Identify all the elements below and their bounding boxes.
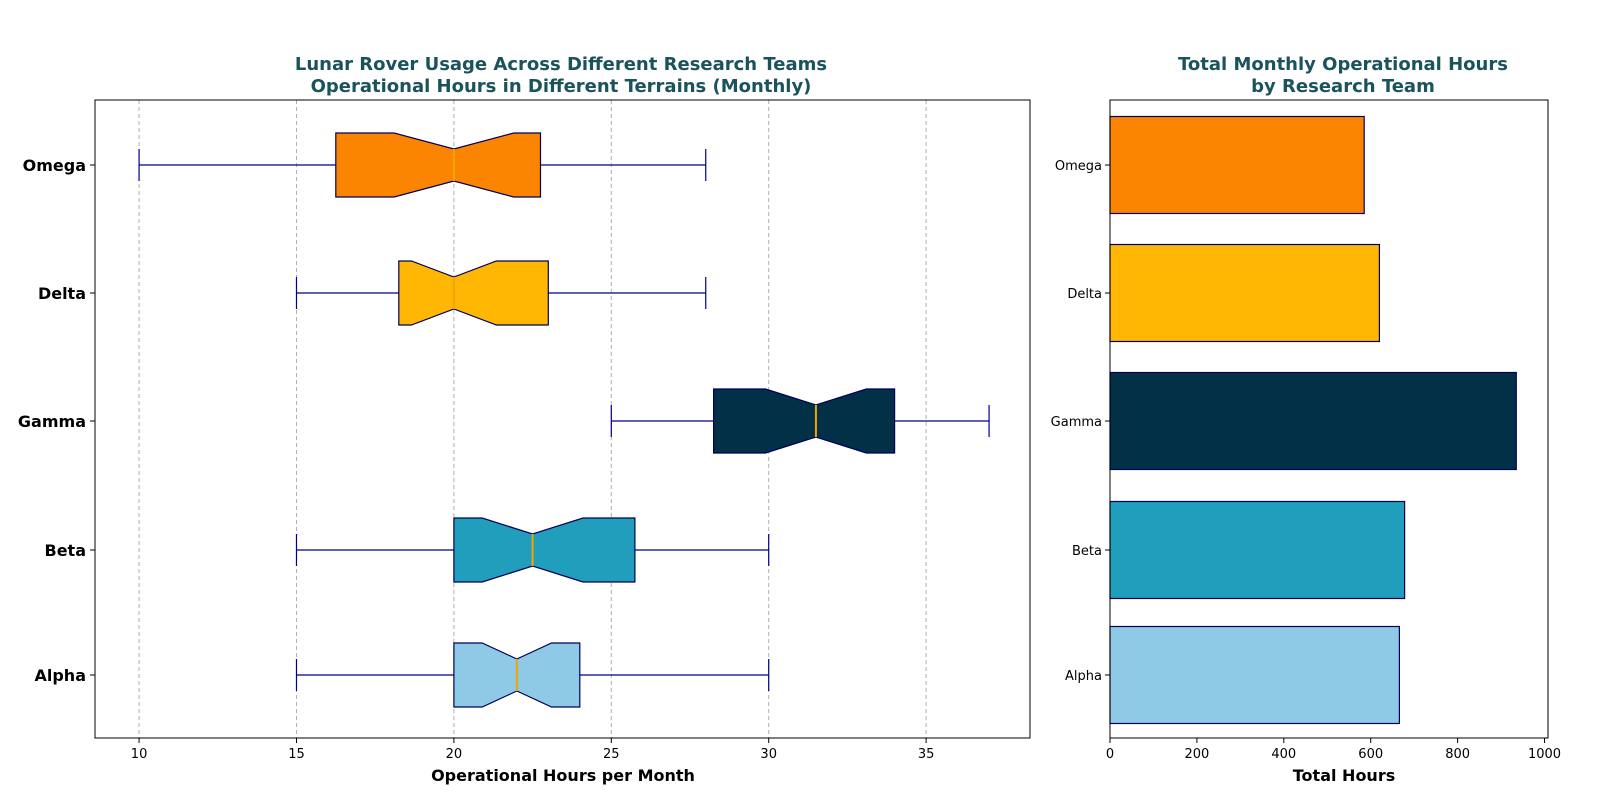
bar-y-tick-label-delta: Delta (1067, 287, 1102, 302)
boxplot-x-tick-label-35: 35 (918, 747, 935, 762)
bar-x-tick-label-200: 200 (1184, 747, 1209, 762)
box-gamma (610, 388, 990, 454)
bar-x-tick-label-400: 400 (1271, 747, 1296, 762)
bar-x-tick-label-1000: 1000 (1528, 747, 1561, 762)
bar-omega (1109, 115, 1365, 215)
bar-y-tick-label-alpha: Alpha (1065, 669, 1102, 684)
boxplot-y-ticks: Alpha Beta Gamma Delta Omega (18, 156, 95, 685)
boxplot-title-line-1: Lunar Rover Usage Across Different Resea… (295, 54, 827, 75)
boxplot-y-tick-label-gamma: Gamma (18, 412, 86, 431)
boxplot-panel: Lunar Rover Usage Across Different Resea… (18, 54, 1031, 785)
bar-y-tick-label-omega: Omega (1055, 159, 1102, 174)
boxplot-boxes (138, 132, 990, 708)
bar-x-tick-label-800: 800 (1445, 747, 1470, 762)
boxplot-x-tick-label-15: 15 (288, 747, 305, 762)
boxplot-title-line-2: Operational Hours in Different Terrains … (311, 76, 812, 97)
boxplot-y-tick-label-omega: Omega (23, 156, 86, 175)
bar-panel: Total Monthly Operational Hours by Resea… (1051, 54, 1561, 785)
bar-y-tick-label-gamma: Gamma (1051, 415, 1102, 430)
bar-bars (1109, 115, 1517, 725)
bar-title-line-1: Total Monthly Operational Hours (1178, 54, 1508, 75)
boxplot-x-tick-label-25: 25 (603, 747, 620, 762)
boxplot-y-tick-label-beta: Beta (45, 541, 87, 560)
box-omega (138, 132, 707, 198)
boxplot-x-axis-label: Operational Hours per Month (431, 766, 695, 785)
bar-x-tick-label-600: 600 (1358, 747, 1383, 762)
bar-beta (1109, 500, 1406, 600)
bar-x-tick-label-0: 0 (1106, 747, 1114, 762)
boxplot-x-tick-label-20: 20 (446, 747, 463, 762)
box-delta (295, 260, 707, 326)
bar-x-axis-label: Total Hours (1293, 766, 1395, 785)
boxplot-x-ticks: 10 15 20 25 30 35 (131, 738, 935, 762)
boxplot-x-tick-label-30: 30 (760, 747, 777, 762)
boxplot-axes-frame (94, 99, 1031, 739)
bar-x-ticks: 0 200 400 600 800 1000 (1106, 738, 1561, 762)
bar-title-line-2: by Research Team (1251, 76, 1435, 97)
bar-y-ticks: Alpha Beta Gamma Delta Omega (1051, 159, 1110, 684)
bar-y-tick-label-beta: Beta (1072, 544, 1102, 559)
boxplot-y-tick-label-alpha: Alpha (34, 666, 86, 685)
boxplot-x-tick-label-10: 10 (131, 747, 148, 762)
bar-gamma (1109, 371, 1517, 471)
box-alpha (295, 642, 770, 708)
box-omega-body (335, 132, 542, 198)
box-beta-body (453, 517, 636, 583)
box-beta (295, 517, 770, 583)
box-delta-body (398, 260, 549, 326)
bar-delta (1109, 243, 1381, 343)
boxplot-y-tick-label-delta: Delta (38, 284, 86, 303)
bar-alpha (1109, 625, 1400, 725)
box-gamma-body (712, 388, 896, 454)
bar-axes-frame (1109, 99, 1549, 739)
